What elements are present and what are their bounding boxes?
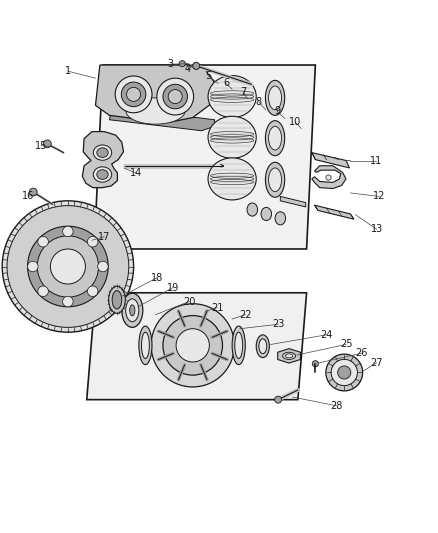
Ellipse shape	[93, 167, 112, 182]
Polygon shape	[110, 115, 215, 131]
Ellipse shape	[126, 299, 139, 322]
Circle shape	[37, 236, 99, 297]
Polygon shape	[94, 65, 315, 249]
Circle shape	[193, 62, 200, 69]
Ellipse shape	[265, 120, 285, 156]
Text: 22: 22	[239, 310, 251, 320]
Text: 23: 23	[272, 319, 284, 329]
Text: 25: 25	[340, 340, 352, 350]
Text: 27: 27	[371, 358, 383, 368]
Polygon shape	[314, 205, 354, 219]
Ellipse shape	[265, 162, 285, 197]
Ellipse shape	[139, 326, 152, 365]
Text: 12: 12	[373, 191, 385, 201]
Text: 17: 17	[98, 232, 110, 242]
Circle shape	[312, 361, 318, 367]
Text: 5: 5	[205, 71, 212, 81]
Circle shape	[151, 304, 234, 387]
Circle shape	[63, 226, 73, 237]
Text: 28: 28	[330, 401, 343, 411]
Text: 11: 11	[370, 156, 382, 166]
Text: 7: 7	[240, 87, 246, 97]
Text: 4: 4	[184, 64, 191, 75]
Ellipse shape	[208, 76, 256, 118]
Circle shape	[28, 261, 38, 272]
Text: 6: 6	[223, 78, 229, 88]
Circle shape	[88, 286, 98, 296]
Polygon shape	[82, 132, 124, 188]
Circle shape	[43, 140, 51, 148]
Ellipse shape	[261, 207, 272, 221]
Ellipse shape	[109, 286, 125, 313]
Text: 16: 16	[22, 191, 35, 201]
Text: 21: 21	[211, 303, 223, 313]
Circle shape	[176, 329, 209, 362]
Circle shape	[88, 237, 98, 247]
Text: 19: 19	[167, 282, 179, 293]
Circle shape	[163, 316, 223, 375]
Ellipse shape	[247, 203, 258, 216]
Ellipse shape	[256, 335, 269, 358]
Ellipse shape	[268, 126, 282, 150]
Circle shape	[127, 87, 141, 101]
Ellipse shape	[130, 305, 135, 316]
Ellipse shape	[122, 293, 143, 327]
Circle shape	[7, 206, 129, 327]
Text: 8: 8	[256, 97, 262, 107]
Circle shape	[115, 76, 152, 113]
Ellipse shape	[120, 90, 191, 123]
Ellipse shape	[141, 332, 149, 359]
Circle shape	[179, 61, 185, 67]
Ellipse shape	[93, 145, 112, 160]
Ellipse shape	[268, 86, 282, 110]
Ellipse shape	[208, 116, 256, 158]
Polygon shape	[280, 197, 306, 207]
Circle shape	[29, 188, 37, 196]
Polygon shape	[87, 293, 307, 400]
Circle shape	[157, 78, 194, 115]
Polygon shape	[95, 65, 215, 122]
Text: 10: 10	[289, 117, 301, 127]
Ellipse shape	[208, 158, 256, 200]
Circle shape	[275, 396, 282, 403]
Text: 1: 1	[65, 66, 71, 76]
Text: 14: 14	[130, 168, 142, 178]
Circle shape	[50, 249, 85, 284]
Polygon shape	[312, 152, 350, 168]
Circle shape	[331, 359, 357, 386]
Ellipse shape	[232, 326, 245, 365]
Ellipse shape	[97, 169, 108, 179]
Circle shape	[168, 90, 182, 103]
Text: 20: 20	[183, 296, 195, 306]
Ellipse shape	[112, 290, 122, 309]
Circle shape	[326, 175, 331, 180]
Ellipse shape	[275, 212, 286, 225]
Ellipse shape	[286, 354, 293, 358]
Ellipse shape	[268, 168, 282, 191]
Text: 9: 9	[274, 107, 280, 116]
Ellipse shape	[126, 98, 185, 124]
Text: 13: 13	[371, 224, 383, 235]
Text: 24: 24	[320, 330, 332, 340]
Circle shape	[121, 82, 146, 107]
Polygon shape	[312, 166, 346, 189]
Text: 26: 26	[356, 348, 368, 358]
Circle shape	[338, 366, 351, 379]
Polygon shape	[278, 349, 300, 363]
Circle shape	[98, 261, 108, 272]
Circle shape	[2, 201, 134, 332]
Circle shape	[28, 226, 108, 307]
Ellipse shape	[235, 332, 243, 359]
Circle shape	[163, 84, 187, 109]
Text: 15: 15	[35, 141, 48, 151]
Text: 18: 18	[151, 273, 163, 283]
Ellipse shape	[265, 80, 285, 115]
Ellipse shape	[259, 339, 267, 354]
Circle shape	[38, 237, 48, 247]
Circle shape	[326, 354, 363, 391]
Ellipse shape	[97, 148, 108, 157]
Text: 3: 3	[168, 59, 174, 69]
Circle shape	[63, 296, 73, 307]
Circle shape	[38, 286, 48, 296]
